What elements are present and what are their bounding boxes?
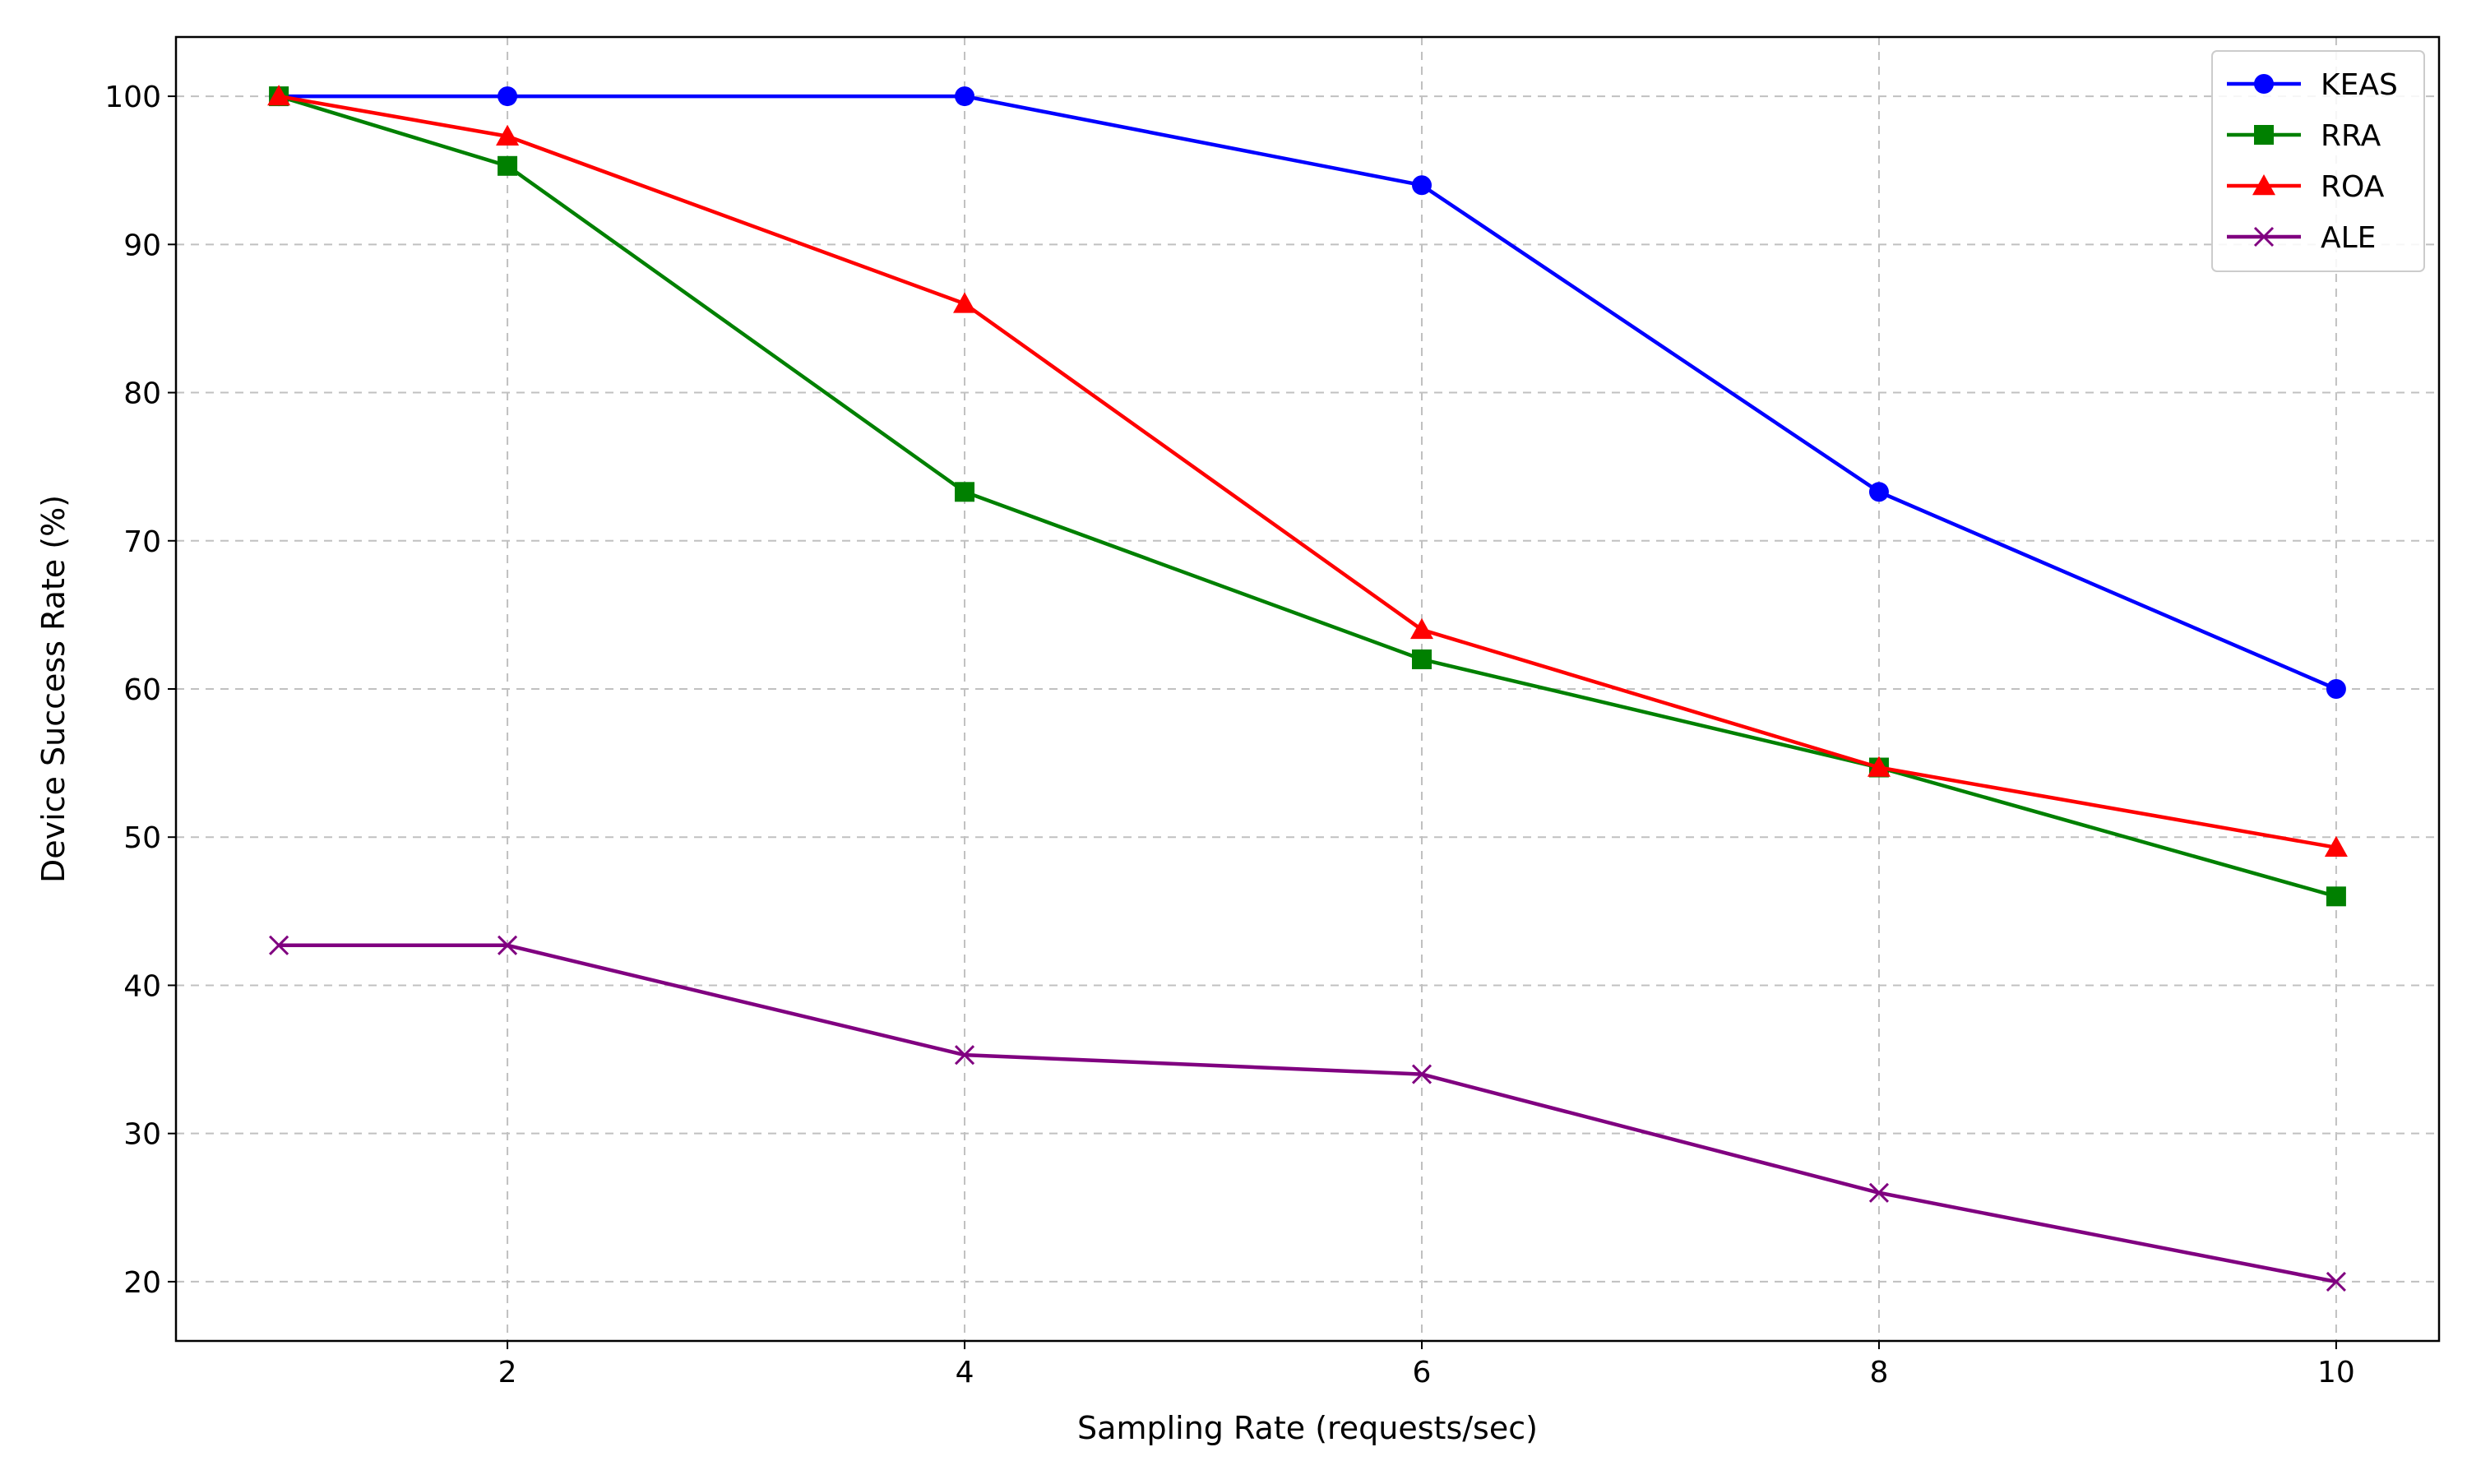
data-point-roa xyxy=(267,85,291,106)
legend-marker xyxy=(2254,74,2274,94)
y-tick-label: 30 xyxy=(123,1118,161,1152)
x-tick-label: 4 xyxy=(956,1356,974,1389)
grid-layer xyxy=(176,37,2439,1341)
data-point-rra xyxy=(955,482,975,502)
data-point-keas xyxy=(498,86,518,107)
tick-layer: 20 30 40 50 60 70 80 90 100 2 4 6 8 10 xyxy=(104,81,2355,1389)
legend-item-rra: RRA xyxy=(2227,119,2381,153)
legend-marker xyxy=(2254,125,2274,145)
series-roa xyxy=(267,85,2348,858)
legend-label: ALE xyxy=(2321,221,2376,255)
data-point-ale xyxy=(2326,1271,2346,1292)
y-tick-label: 20 xyxy=(123,1266,161,1300)
y-tick-label: 70 xyxy=(123,525,161,559)
series-line-roa xyxy=(278,94,2337,850)
x-tick-label: 6 xyxy=(1413,1356,1432,1389)
data-point-roa xyxy=(2324,835,2348,858)
y-tick-label: 50 xyxy=(123,821,161,855)
data-point-keas xyxy=(2326,679,2346,699)
y-tick-label: 40 xyxy=(123,969,161,1003)
data-point-ale xyxy=(1868,1182,1890,1203)
legend-box xyxy=(2211,50,2425,272)
x-tick-label: 10 xyxy=(2317,1356,2355,1389)
series-line-rra xyxy=(278,94,2337,899)
legend-item-roa: ROA xyxy=(2227,170,2385,204)
series-layer xyxy=(267,85,2348,1292)
series-ale xyxy=(269,935,2346,1292)
y-tick-label: 60 xyxy=(123,673,161,707)
legend-item-keas: KEAS xyxy=(2227,68,2398,102)
y-tick-label: 90 xyxy=(123,229,161,262)
data-point-ale xyxy=(1411,1064,1433,1084)
y-tick-label: 80 xyxy=(123,377,161,411)
data-point-rra xyxy=(2326,886,2346,907)
data-point-rra xyxy=(498,155,518,176)
data-point-roa xyxy=(1867,756,1891,777)
legend-marker xyxy=(2252,174,2275,196)
data-point-roa xyxy=(1409,617,1433,640)
x-tick-label: 8 xyxy=(1869,1356,1888,1389)
data-point-keas xyxy=(1411,175,1432,196)
data-point-rra xyxy=(1411,649,1432,669)
data-point-ale xyxy=(269,935,289,955)
series-line-keas xyxy=(279,94,2337,691)
data-point-keas xyxy=(955,86,975,107)
data-point-roa xyxy=(953,292,977,313)
legend-marker xyxy=(2253,226,2275,247)
legend-label: ROA xyxy=(2321,170,2385,204)
series-line-ale xyxy=(279,943,2337,1284)
data-point-roa xyxy=(496,124,520,146)
data-point-keas xyxy=(1868,482,1889,502)
x-axis-title: Sampling Rate (requests/sec) xyxy=(1077,1410,1538,1446)
y-axis-title: Device Success Rate (%) xyxy=(35,495,72,883)
legend-label: RRA xyxy=(2321,119,2381,153)
data-point-ale xyxy=(954,1045,975,1066)
legend: KEAS RRA ROA ALE xyxy=(2211,50,2425,272)
series-rra xyxy=(269,86,2346,907)
legend-label: KEAS xyxy=(2321,68,2398,102)
y-tick-label: 100 xyxy=(104,81,161,114)
x-tick-label: 2 xyxy=(498,1356,517,1389)
data-point-ale xyxy=(498,935,518,955)
legend-item-ale: ALE xyxy=(2227,221,2376,255)
